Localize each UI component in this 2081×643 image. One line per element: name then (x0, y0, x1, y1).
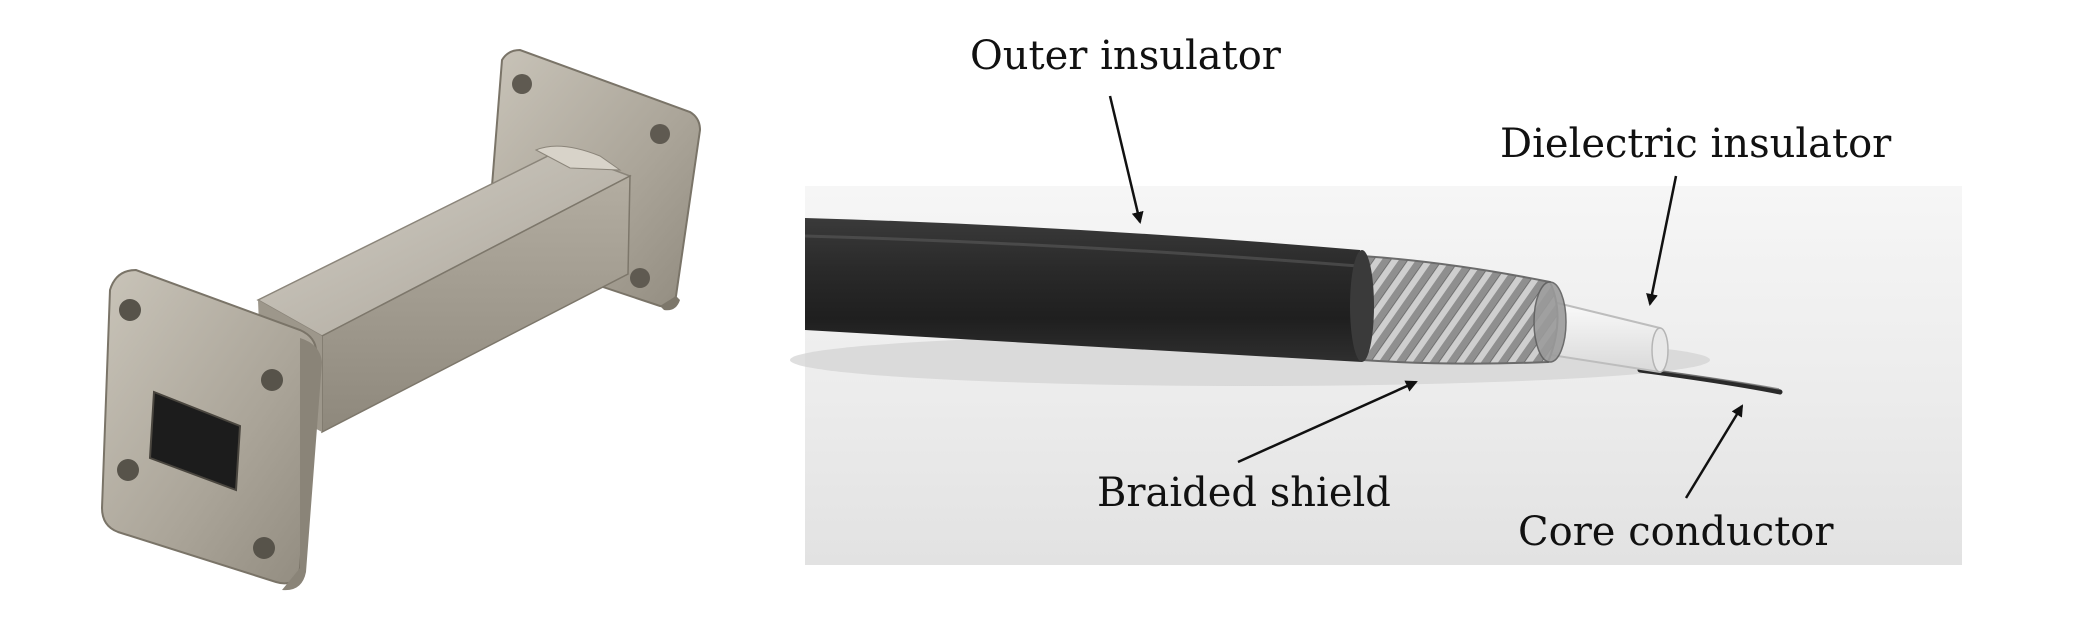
arrow-braided-shield (1237, 380, 1418, 464)
coax-photo (790, 186, 1962, 565)
label-braided-shield: Braided shield (1097, 470, 1391, 516)
label-outer-insulator: Outer insulator (970, 33, 1281, 79)
outer-insulator (805, 218, 1369, 362)
label-dielectric-insulator: Dielectric insulator (1500, 121, 1892, 167)
arrow-dielectric-insulator (1646, 175, 1678, 306)
waveguide-front-flange (100, 268, 322, 591)
annotation-arrows (1108, 95, 1744, 499)
label-core-conductor: Core conductor (1518, 509, 1834, 555)
waveguide-photo (100, 48, 702, 591)
waveguide-aperture (148, 390, 242, 492)
arrow-outer-insulator (1108, 95, 1144, 224)
arrow-core-conductor (1684, 404, 1744, 499)
